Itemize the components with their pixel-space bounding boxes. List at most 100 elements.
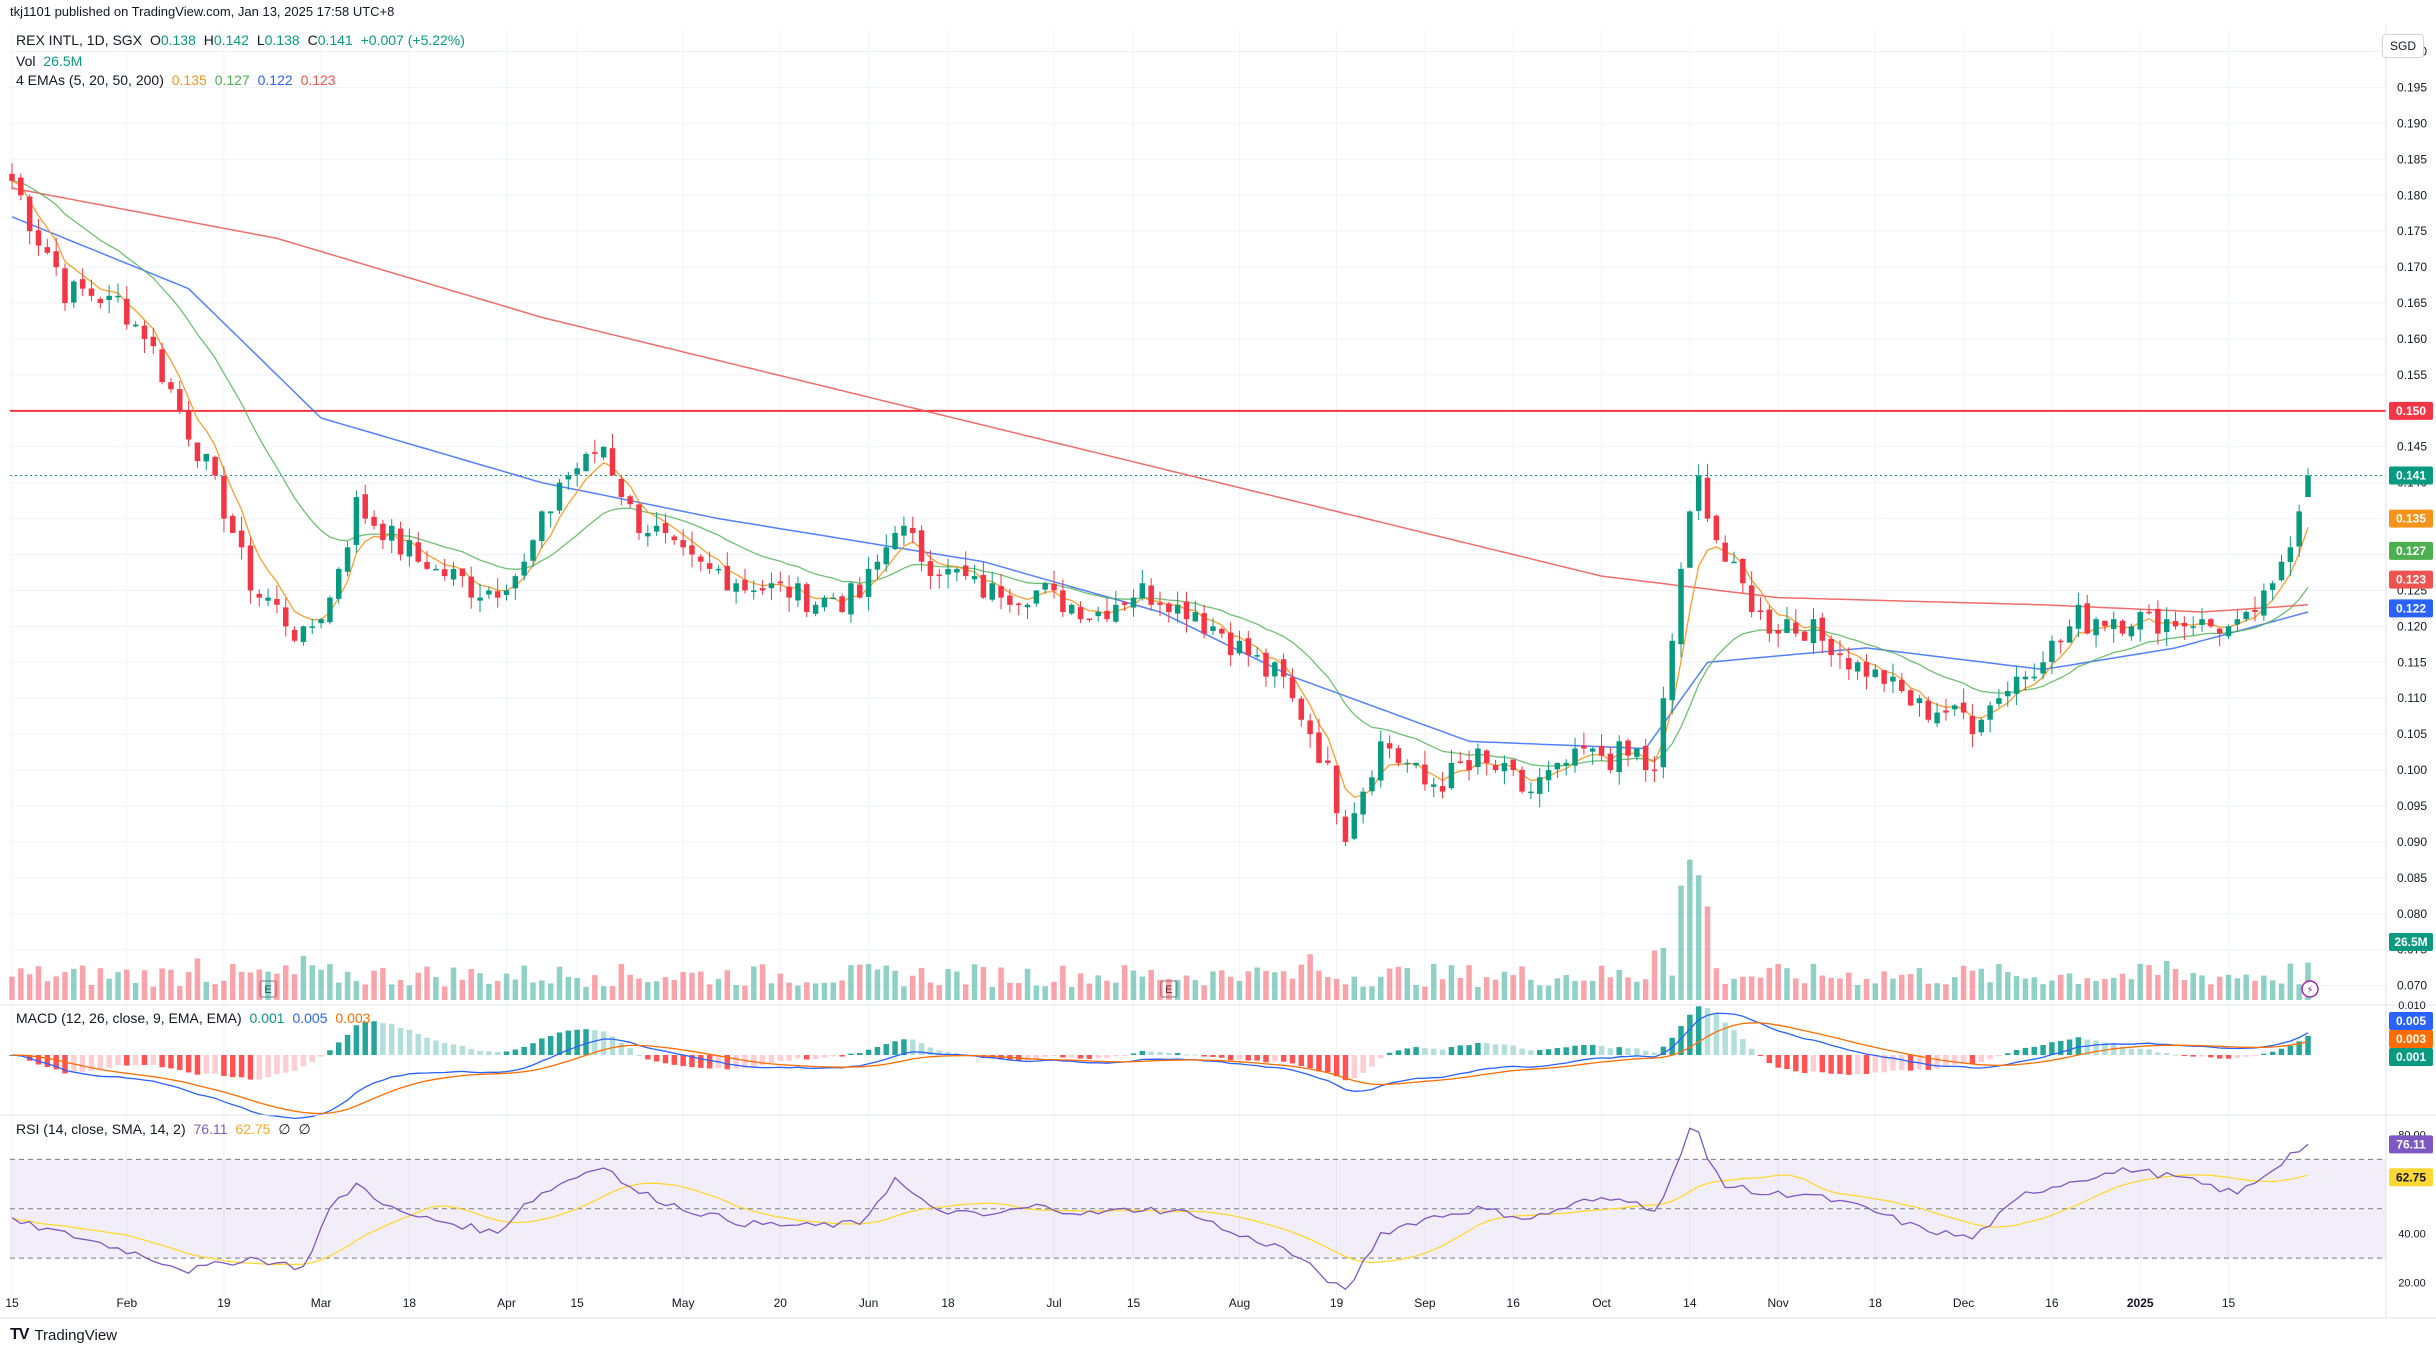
candle[interactable] [433,564,439,571]
candle[interactable] [185,400,192,447]
candle[interactable] [733,578,739,604]
candle[interactable] [1907,688,1914,707]
candle[interactable] [1651,756,1658,783]
candle[interactable] [1819,612,1826,654]
candle[interactable] [450,561,457,586]
candle[interactable] [256,589,262,607]
candle[interactable] [2075,592,2082,638]
candle[interactable] [645,524,651,547]
candle[interactable] [1015,602,1022,616]
candle[interactable] [512,573,519,600]
candle[interactable] [892,526,898,551]
candle[interactable] [759,580,766,595]
candle[interactable] [592,439,598,464]
candle[interactable] [424,551,430,570]
candle[interactable] [795,576,801,607]
candle[interactable] [1086,618,1093,623]
candle[interactable] [927,550,934,590]
candle[interactable] [2146,604,2152,615]
candle[interactable] [1660,686,1667,779]
candle[interactable] [2287,536,2294,576]
candle[interactable] [945,558,951,589]
candle[interactable] [609,433,616,476]
candle[interactable] [486,587,492,599]
rsi-line[interactable] [11,1127,2309,1291]
candle[interactable] [2137,609,2143,642]
candle[interactable] [1881,669,1887,693]
candle[interactable] [459,568,466,588]
candle[interactable] [830,592,836,600]
candle[interactable] [962,551,969,580]
candle[interactable] [2269,580,2276,601]
candle[interactable] [503,584,510,601]
candle[interactable] [1545,761,1552,793]
candle[interactable] [671,534,678,545]
candle[interactable] [901,516,907,546]
candle[interactable] [1404,759,1410,773]
candle[interactable] [653,512,660,536]
macd-legend[interactable]: MACD (12, 26, close, 9, EMA, EMA) 0.001 … [16,1010,370,1026]
candle[interactable] [583,452,589,472]
candle[interactable] [1598,734,1605,762]
candle[interactable] [397,521,404,561]
candle[interactable] [1960,688,1967,720]
tradingview-footer[interactable]: TV TradingView [10,1326,117,1344]
candle[interactable] [1899,673,1905,694]
candle[interactable] [1378,730,1384,788]
candle[interactable] [141,320,148,354]
candle[interactable] [35,218,42,256]
candle[interactable] [238,516,245,560]
candle[interactable] [247,537,254,604]
candle[interactable] [1060,579,1066,618]
candle[interactable] [1916,694,1923,717]
candle[interactable] [662,513,669,544]
candle[interactable] [274,585,280,614]
rsi-pane[interactable] [10,1127,2386,1291]
candle[interactable] [44,238,51,255]
candle[interactable] [1925,696,1932,723]
candle[interactable] [1024,602,1031,619]
candle[interactable] [936,568,942,589]
candle[interactable] [1969,703,1976,748]
candle[interactable] [1342,809,1349,847]
candle[interactable] [380,520,386,549]
candle[interactable] [1307,713,1313,748]
candle[interactable] [477,583,483,613]
candle[interactable] [1068,603,1075,616]
candle[interactable] [865,556,872,611]
lightning-icon[interactable] [2301,980,2319,998]
candle[interactable] [327,595,333,625]
candle[interactable] [150,327,157,354]
candle[interactable] [1687,510,1693,568]
candle[interactable] [1360,787,1366,824]
candle[interactable] [1810,608,1817,654]
candle[interactable] [1801,630,1808,641]
candle[interactable] [441,558,448,581]
candle[interactable] [132,321,139,328]
candle[interactable] [1007,588,1013,613]
candle[interactable] [115,283,121,303]
candle[interactable] [26,194,33,245]
candle[interactable] [1766,605,1773,643]
candle[interactable] [1201,604,1207,639]
rsi-ma-line[interactable] [11,1174,2309,1266]
candle[interactable] [212,455,218,480]
candle[interactable] [2102,620,2108,632]
candle[interactable] [1572,737,1578,773]
candle[interactable] [1642,739,1649,782]
candle[interactable] [1536,768,1543,808]
candle[interactable] [1510,759,1516,777]
candle[interactable] [106,285,112,314]
earnings-marker[interactable]: E [259,980,277,998]
candle[interactable] [2225,624,2232,640]
candle[interactable] [1325,746,1331,766]
candle[interactable] [2040,651,2046,680]
candle[interactable] [706,551,713,574]
candle[interactable] [883,534,889,572]
candle[interactable] [1669,633,1675,715]
price-pane[interactable]: EE [9,163,2386,998]
candle[interactable] [53,237,59,276]
candle[interactable] [2155,600,2161,645]
candle[interactable] [2119,619,2126,636]
candle[interactable] [1316,719,1322,764]
